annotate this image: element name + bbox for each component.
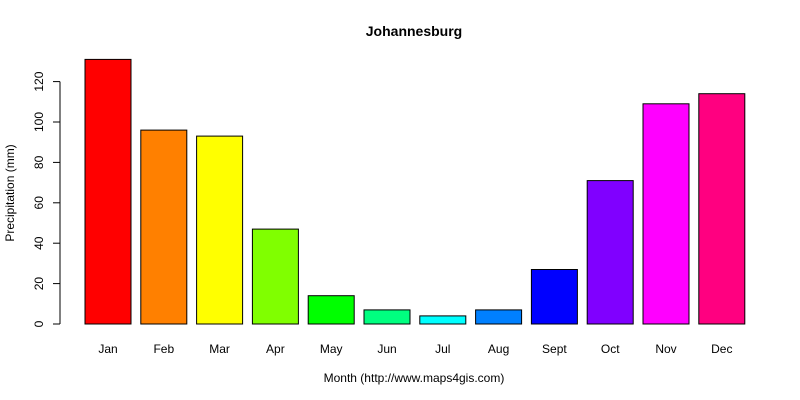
y-tick-label: 40 xyxy=(32,236,46,250)
x-tick-label: Oct xyxy=(601,342,620,356)
y-axis: 0 20 40 60 80 100 120 xyxy=(32,71,61,327)
x-tick-label: Jan xyxy=(98,342,117,356)
bar-sept xyxy=(530,269,578,325)
y-tick-label: 0 xyxy=(32,320,46,327)
x-tick-label: Aug xyxy=(488,342,509,356)
bar-mar xyxy=(196,135,244,325)
y-tick-label: 60 xyxy=(32,196,46,210)
chart-title: Johannesburg xyxy=(366,23,462,39)
bar-jul xyxy=(419,315,467,325)
bars-group xyxy=(84,58,746,325)
y-tick-label: 120 xyxy=(32,71,46,91)
x-tick-label: Apr xyxy=(266,342,285,356)
bar-dec xyxy=(698,93,746,325)
bar-apr xyxy=(251,228,299,325)
bar-jan xyxy=(84,58,132,325)
bar-jun xyxy=(363,309,411,325)
x-tick-label: Jul xyxy=(435,342,450,356)
bar-oct xyxy=(586,180,634,325)
bar-may xyxy=(307,295,355,325)
x-axis-labels: Jan Feb Mar Apr May Jun Jul Aug Sept Oct Nov Dec xyxy=(98,342,732,356)
x-tick-label: May xyxy=(320,342,343,356)
bar-aug xyxy=(475,309,523,325)
y-axis-title: Precipitation (mm) xyxy=(3,144,17,241)
y-tick-label: 100 xyxy=(32,112,46,132)
y-tick-label: 80 xyxy=(32,155,46,169)
x-tick-label: Dec xyxy=(711,342,732,356)
x-tick-label: Nov xyxy=(655,342,676,356)
x-axis-title: Month (http://www.maps4gis.com) xyxy=(324,371,505,385)
x-tick-label: Jun xyxy=(377,342,396,356)
x-tick-label: Mar xyxy=(209,342,230,356)
bar-nov xyxy=(642,103,690,325)
x-tick-label: Feb xyxy=(153,342,174,356)
bar-feb xyxy=(140,129,188,325)
x-tick-label: Sept xyxy=(542,342,567,356)
y-tick-label: 20 xyxy=(32,277,46,291)
